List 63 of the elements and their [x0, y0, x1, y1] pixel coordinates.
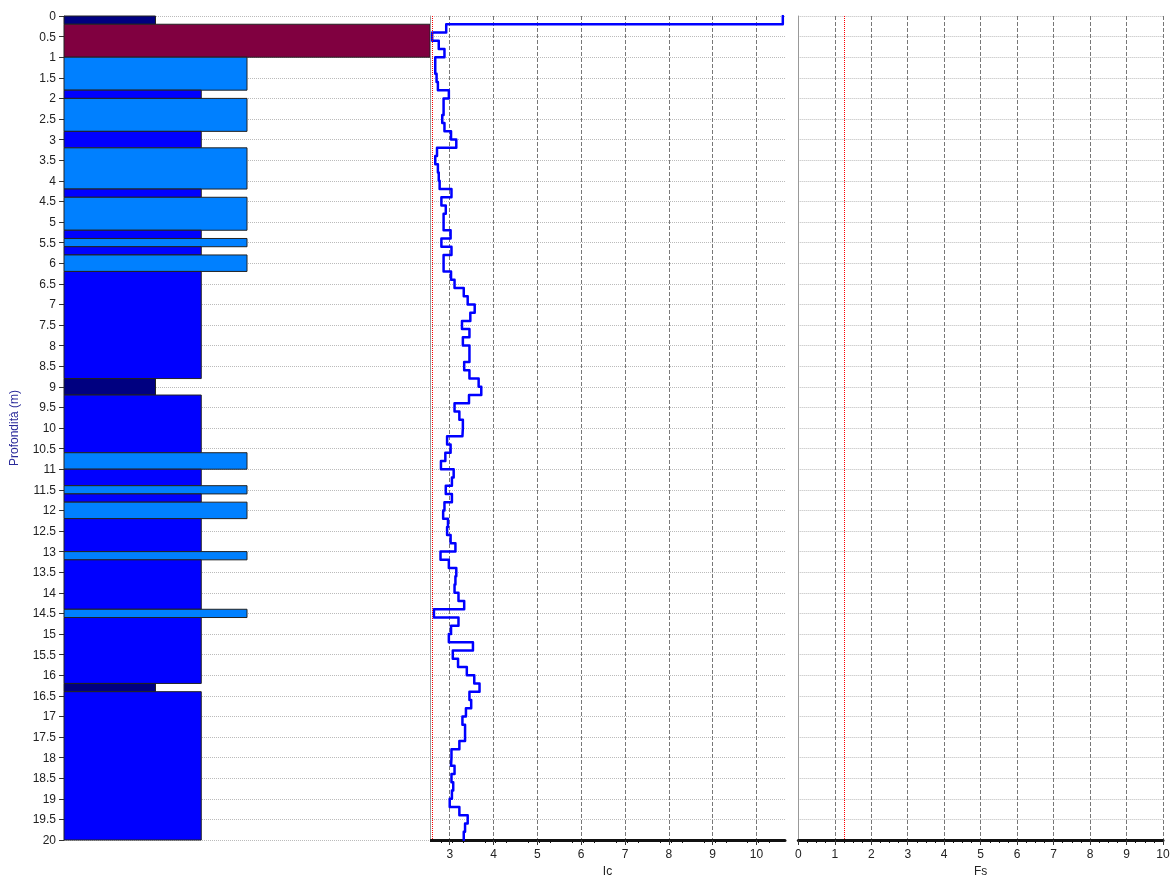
y-tick-label: 11: [43, 462, 57, 477]
y-tick-label: 16: [42, 668, 57, 683]
y-tick-label: 5.5: [39, 235, 57, 250]
x-tick-label: 3: [446, 847, 454, 861]
y-tick-label: 0: [49, 9, 57, 23]
y-tick-label: 13.5: [32, 565, 57, 580]
y-tick-label: 7.5: [39, 318, 57, 332]
y-tick-label: 12: [42, 503, 57, 518]
x-tick-label: 6: [1013, 847, 1021, 861]
y-tick-label: 4: [49, 173, 57, 188]
x-tick-label: 8: [1086, 847, 1094, 861]
x-axis-title: Fs: [974, 863, 988, 878]
y-tick-label: 14: [42, 585, 57, 600]
y-tick-label: 17.5: [32, 730, 57, 744]
y-tick-label: 1.5: [39, 70, 57, 85]
x-tick-label: 10: [1156, 847, 1170, 861]
x-tick-label: 4: [490, 847, 498, 861]
y-tick-label: 20: [42, 833, 57, 847]
x-tick-label: 7: [1050, 847, 1058, 861]
x-axis-title: Ic: [602, 863, 613, 878]
y-tick-label: 7: [49, 297, 57, 312]
x-tick-label: 9: [709, 847, 717, 861]
y-tick-label: 10: [42, 421, 57, 435]
y-tick-label: 8.5: [39, 359, 57, 374]
y-tick-label: 6: [49, 256, 57, 271]
y-tick-label: 19.5: [32, 812, 57, 827]
y-tick-label: 3.5: [39, 153, 57, 168]
x-tick-label: 10: [749, 847, 764, 861]
y-tick-label: 2: [49, 91, 57, 106]
y-tick-label: 2.5: [39, 112, 57, 126]
y-tick-label: 11.5: [33, 482, 57, 497]
x-tick-label: 5: [977, 847, 985, 861]
y-tick-label: 19: [42, 791, 57, 806]
y-tick-label: 3: [49, 132, 57, 147]
y-tick-label: 13: [42, 544, 57, 559]
y-tick-label: 14.5: [32, 606, 57, 621]
y-tick-label: 15.5: [32, 647, 57, 662]
y-tick-label: 9.5: [39, 400, 57, 415]
y-tick-label: 10.5: [32, 441, 57, 456]
y-tick-label: 12.5: [32, 524, 57, 538]
y-tick-label: 8: [49, 338, 57, 353]
x-tick-label: 3: [904, 847, 912, 861]
x-tick-label: 7: [621, 847, 629, 861]
x-tick-label: 8: [665, 847, 673, 861]
y-tick-label: 15: [42, 627, 57, 641]
x-tick-label: 5: [534, 847, 542, 861]
x-tick-label: 6: [577, 847, 585, 861]
y-tick-label: 16.5: [32, 688, 57, 703]
x-tick-label: 4: [940, 847, 948, 861]
y-axis-title: Profondità (m): [7, 389, 21, 467]
y-tick-label: 18: [42, 750, 57, 765]
x-tick-label: 1: [831, 847, 839, 861]
y-tick-label: 6.5: [39, 276, 57, 291]
y-tick-label: 0.5: [39, 29, 57, 44]
y-tick-label: 18.5: [32, 771, 57, 786]
y-tick-label: 5: [49, 215, 57, 229]
x-tick-label: 9: [1123, 847, 1131, 861]
x-tick-label: 2: [867, 847, 875, 861]
x-tick-label: 0: [794, 847, 802, 861]
y-tick-label: 9: [49, 379, 57, 394]
y-tick-label: 17: [42, 709, 57, 724]
y-tick-label: 1: [49, 50, 57, 65]
y-tick-label: 4.5: [39, 194, 57, 209]
